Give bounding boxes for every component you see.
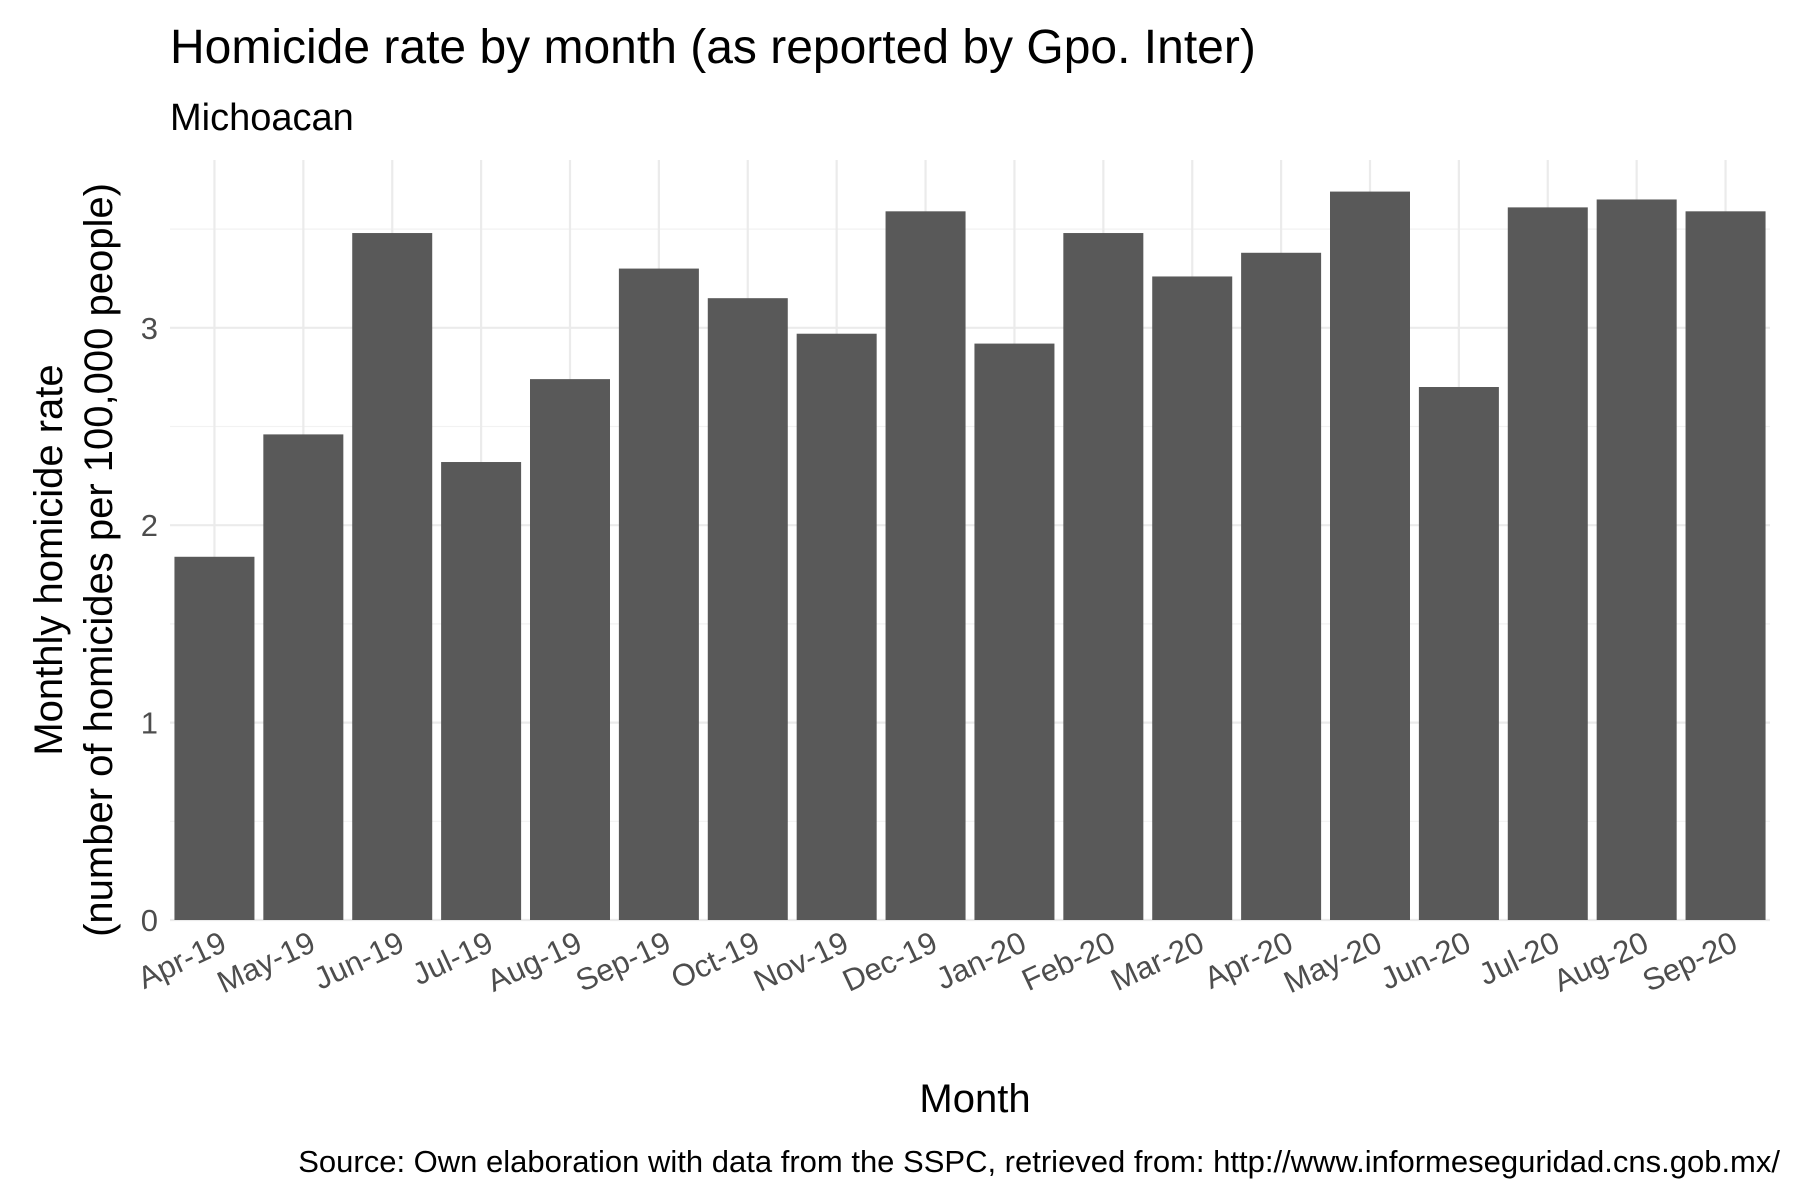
x-axis-title: Month	[919, 1077, 1030, 1121]
x-tick-label: Oct-19	[666, 925, 765, 996]
bar-jul-19	[441, 462, 522, 920]
x-tick-label: Jul-19	[407, 925, 498, 992]
bar-jun-19	[352, 233, 433, 921]
bars	[174, 191, 1766, 921]
y-tick-label: 2	[141, 508, 158, 543]
bar-oct-19	[707, 298, 788, 920]
bar-sep-20	[1685, 211, 1766, 920]
bar-jan-20	[974, 343, 1055, 920]
bar-jun-20	[1418, 387, 1499, 920]
bar-aug-20	[1596, 199, 1677, 920]
y-tick-label: 0	[141, 903, 158, 938]
x-axis-ticks: Apr-19May-19Jun-19Jul-19Aug-19Sep-19Oct-…	[132, 925, 1742, 1000]
bar-sep-19	[618, 268, 699, 921]
x-tick-label: Jun-20	[1375, 925, 1476, 997]
x-tick-label: Sep-20	[1637, 925, 1742, 999]
bar-aug-19	[530, 379, 610, 920]
x-tick-label: Aug-20	[1548, 925, 1653, 999]
x-tick-label: Mar-20	[1105, 925, 1209, 998]
x-tick-label: Nov-19	[748, 925, 853, 999]
bar-apr-20	[1241, 252, 1322, 920]
x-tick-label: Dec-19	[837, 925, 942, 999]
y-axis-title-line1: Monthly homicide rate	[27, 364, 71, 755]
chart-title: Homicide rate by month (as reported by G…	[170, 21, 1256, 74]
x-tick-label: May-20	[1278, 925, 1386, 1000]
x-tick-label: Apr-20	[1199, 925, 1298, 996]
bar-may-19	[263, 434, 344, 920]
x-tick-label: May-19	[212, 925, 320, 1000]
bar-feb-20	[1063, 233, 1144, 921]
bar-may-20	[1330, 191, 1410, 920]
y-tick-label: 3	[141, 311, 158, 346]
y-tick-label: 1	[141, 706, 158, 741]
chart-subtitle: Michoacan	[170, 97, 354, 139]
bar-nov-19	[796, 333, 877, 920]
x-tick-label: Jun-19	[308, 925, 409, 997]
x-tick-label: Jul-20	[1473, 925, 1564, 992]
x-tick-label: Jan-20	[931, 925, 1032, 997]
bar-mar-20	[1152, 276, 1233, 920]
x-tick-label: Sep-19	[570, 925, 675, 999]
x-tick-label: Aug-19	[482, 925, 587, 999]
chart-caption: Source: Own elaboration with data from t…	[298, 1144, 1780, 1179]
y-axis-title-line2: (number of homicides per 100,000 people)	[77, 183, 121, 937]
bar-apr-19	[174, 556, 255, 920]
x-tick-label: Feb-20	[1016, 925, 1120, 998]
y-axis-ticks: 0 1 2 3	[141, 311, 158, 938]
bar-jul-20	[1507, 207, 1588, 921]
bar-dec-19	[885, 211, 966, 920]
